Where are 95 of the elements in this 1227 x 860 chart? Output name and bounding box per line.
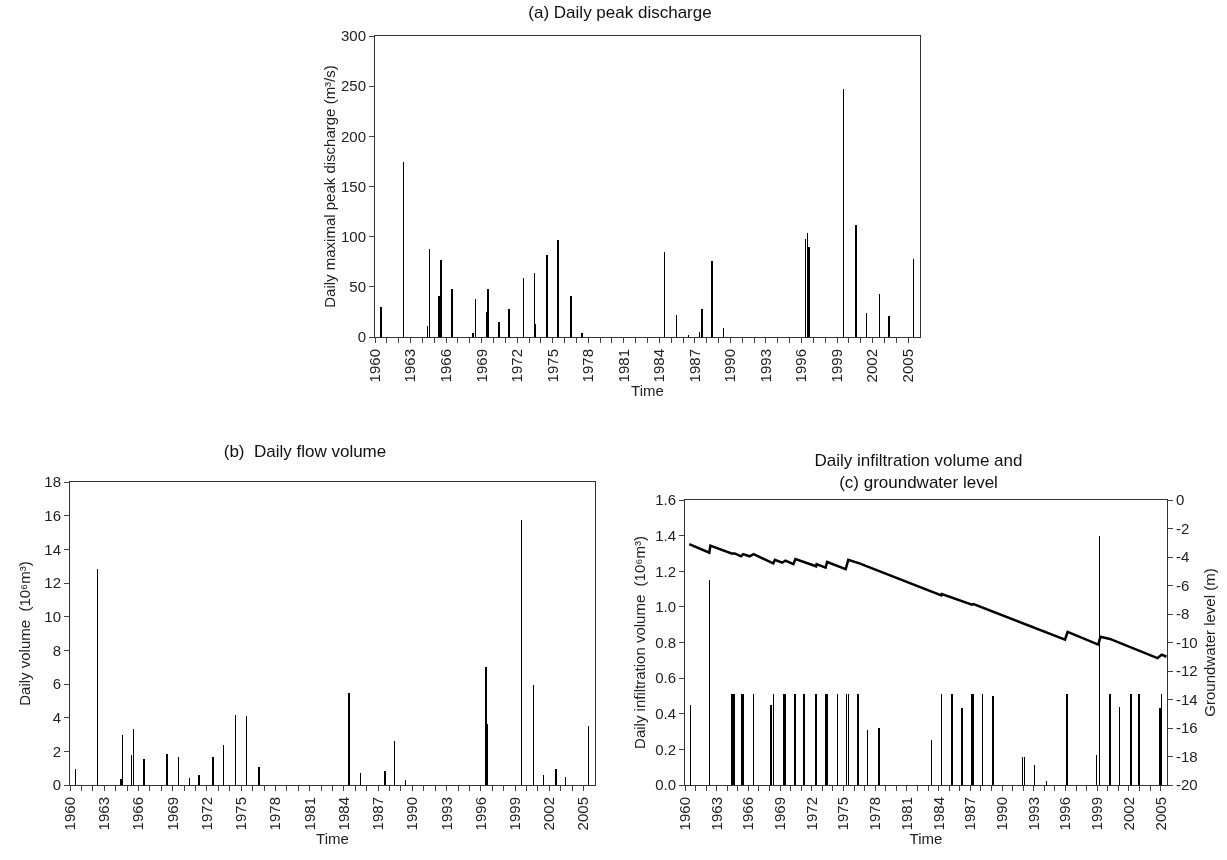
y2-tick-label: -10 [1176, 633, 1198, 651]
y-tick-label: 200 [340, 127, 366, 145]
x-tick-label: 2002 [1119, 797, 1137, 831]
x-tick-label: 1981 [614, 349, 632, 383]
x-tick-label: 1972 [802, 797, 820, 831]
y-tick-label: 10 [44, 607, 61, 625]
x-axis-title: Time [631, 382, 664, 400]
y2-tick-label: -8 [1176, 605, 1190, 623]
y-axis-title: Daily volume (10⁶m³) [16, 561, 33, 706]
x-tick-label: 2005 [899, 349, 917, 383]
x-tick-label: 1984 [650, 349, 668, 383]
x-tick-label: 1993 [437, 797, 455, 831]
y2-tick-label: -16 [1176, 719, 1198, 737]
x-tick-label: 1996 [792, 349, 810, 383]
x-tick-label: 2002 [540, 797, 558, 831]
x-tick-label: 1981 [897, 797, 915, 831]
x-tick-label: 1963 [707, 797, 725, 831]
y2-tick-label: 0 [1176, 491, 1185, 509]
y-tick-label: 0.0 [655, 776, 676, 794]
x-tick-label: 1966 [436, 349, 454, 383]
y2-tick-label: -20 [1176, 776, 1198, 794]
y2-tick-label: -2 [1176, 519, 1190, 537]
y-tick-label: 0.6 [655, 669, 676, 687]
x-tick-label: 1981 [300, 797, 318, 831]
y-tick-label: 150 [340, 177, 366, 195]
chart-title: (a) Daily peak discharge [528, 3, 712, 22]
x-tick-label: 1960 [60, 797, 78, 831]
x-tick-label: 1960 [365, 349, 383, 383]
x-tick-label: 1990 [992, 797, 1010, 831]
y-tick-label: 0.2 [655, 740, 676, 758]
x-tick-label: 1990 [721, 349, 739, 383]
x-tick-label: 1978 [579, 349, 597, 383]
y-tick-label: 250 [340, 77, 366, 95]
y-tick-label: 16 [44, 506, 61, 524]
y2-tick-label: -6 [1176, 576, 1190, 594]
chart-title: Daily infiltration volume and (c) groundwater level [814, 451, 1023, 493]
y-tick-label: 1.4 [655, 526, 676, 544]
y-tick-label: 1.6 [655, 491, 676, 509]
y-tick-label: 18 [44, 473, 61, 491]
y-tick-label: 12 [44, 574, 61, 592]
x-tick-label: 1969 [771, 797, 789, 831]
y2-tick-label: -12 [1176, 662, 1198, 680]
x-tick-label: 1999 [827, 349, 845, 383]
x-tick-label: 2002 [863, 349, 881, 383]
y-tick-label: 0 [52, 776, 61, 794]
x-tick-label: 1993 [1024, 797, 1042, 831]
x-tick-label: 1975 [834, 797, 852, 831]
y2-tick-label: -4 [1176, 548, 1190, 566]
y-axis-title: Daily infiltration volume (10⁶m³) [631, 536, 648, 749]
y-tick-label: 2 [52, 742, 61, 760]
x-tick-label: 1975 [543, 349, 561, 383]
y-tick-label: 0.4 [655, 705, 676, 722]
x-axis-title: Time [316, 830, 349, 848]
x-tick-label: 1984 [929, 797, 947, 831]
x-tick-label: 1969 [163, 797, 181, 831]
y2-tick-label: -14 [1176, 690, 1198, 708]
x-tick-label: 2005 [1151, 797, 1169, 831]
x-tick-label: 1987 [685, 349, 703, 383]
y2-axis-title: Groundwater level (m) [1200, 568, 1218, 717]
x-tick-label: 1975 [232, 797, 250, 831]
x-tick-label: 1969 [472, 349, 490, 383]
x-tick-label: 1999 [1088, 797, 1106, 831]
y-tick-label: 0 [357, 328, 366, 346]
y-tick-label: 8 [52, 641, 61, 659]
x-tick-label: 1990 [403, 797, 421, 831]
chart-title: (b) Daily flow volume [223, 442, 387, 461]
x-axis-title: Time [909, 830, 943, 848]
x-tick-label: 1966 [129, 797, 147, 831]
x-tick-label: 1972 [508, 349, 526, 383]
x-tick-label: 2005 [574, 797, 592, 831]
x-tick-label: 1987 [961, 797, 979, 831]
x-tick-label: 1972 [197, 797, 215, 831]
y-axis-title: Daily maximal peak discharge (m³/s) [321, 65, 338, 308]
x-tick-label: 1996 [1056, 797, 1074, 831]
y-tick-label: 300 [340, 27, 366, 45]
y-tick-label: 100 [340, 227, 366, 245]
y-tick-label: 6 [52, 675, 61, 693]
x-tick-label: 1963 [401, 349, 419, 383]
y-tick-label: 1.2 [655, 562, 676, 580]
x-tick-label: 1996 [471, 797, 489, 831]
x-tick-label: 1966 [739, 797, 757, 831]
y-tick-label: 14 [44, 540, 61, 558]
y-tick-label: 1.0 [655, 598, 676, 616]
y-tick-label: 4 [52, 708, 61, 726]
x-tick-label: 1999 [505, 797, 523, 831]
x-tick-label: 1987 [369, 797, 387, 831]
x-tick-label: 1984 [334, 797, 352, 831]
x-tick-label: 1978 [866, 797, 884, 831]
x-tick-label: 1993 [756, 349, 774, 383]
x-tick-label: 1963 [95, 797, 113, 831]
x-tick-label: 1960 [675, 797, 693, 831]
y2-tick-label: -18 [1176, 747, 1198, 765]
y-tick-label: 50 [349, 278, 366, 296]
x-tick-label: 1978 [266, 797, 284, 831]
y-tick-label: 0.8 [655, 633, 676, 651]
